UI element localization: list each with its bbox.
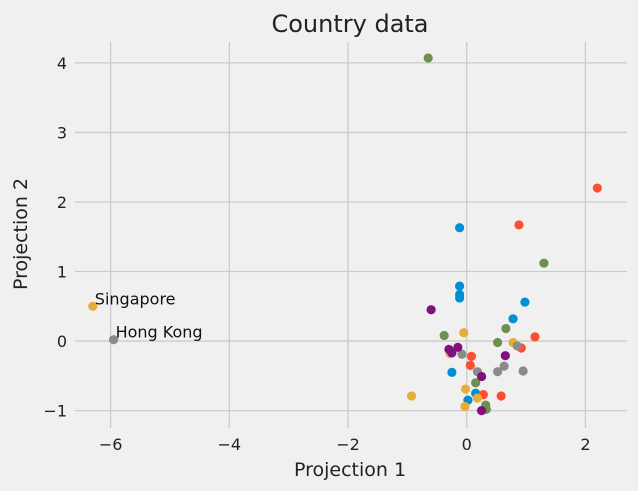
data-point [501, 323, 511, 334]
data-point [460, 384, 471, 394]
data-point [406, 391, 417, 401]
data-point [439, 330, 449, 341]
grid-lines [75, 42, 627, 428]
x-tick-labels: −6 −4 −2 0 2 [99, 435, 591, 454]
data-point [447, 348, 457, 358]
data-point [514, 220, 524, 230]
y-tick-label: 1 [57, 263, 67, 282]
data-point [496, 391, 506, 401]
data-point [459, 328, 469, 338]
data-point [455, 223, 465, 233]
data-point [455, 293, 465, 303]
data-point [539, 258, 549, 268]
data-point [465, 360, 475, 371]
data-point [476, 371, 487, 382]
data-point [512, 341, 522, 351]
data-point [460, 401, 470, 412]
data-point [423, 53, 433, 63]
point-annotations: Singapore Hong Kong [95, 289, 203, 341]
x-tick-label: −4 [218, 435, 242, 454]
chart-title: Country data [271, 10, 428, 38]
y-tick-labels: −1 0 1 2 3 4 [43, 54, 67, 421]
data-point [426, 305, 436, 315]
data-point [520, 297, 530, 307]
x-axis-label: Projection 1 [294, 459, 406, 481]
data-point [500, 351, 510, 361]
data-point [530, 332, 540, 342]
data-point [88, 301, 98, 311]
y-tick-label: 0 [57, 332, 67, 351]
data-point [518, 366, 528, 376]
data-point [455, 281, 465, 291]
x-tick-label: −2 [336, 435, 360, 454]
data-point [493, 367, 503, 377]
y-axis-label: Projection 2 [10, 178, 32, 290]
data-point [453, 342, 463, 352]
y-tick-label: 2 [57, 193, 67, 212]
point-annotation: Singapore [95, 289, 176, 308]
x-tick-label: 2 [580, 435, 590, 454]
data-point [508, 314, 518, 324]
x-tick-label: 0 [462, 435, 472, 454]
data-point [499, 361, 509, 371]
data-point [108, 335, 119, 345]
data-point [493, 337, 503, 348]
y-tick-label: −1 [43, 402, 67, 421]
data-points [88, 53, 602, 416]
data-point [466, 351, 477, 361]
y-tick-label: 4 [57, 54, 67, 73]
data-point [457, 349, 467, 359]
point-annotation: Hong Kong [116, 323, 203, 342]
y-tick-label: 3 [57, 123, 67, 142]
x-tick-label: −6 [99, 435, 123, 454]
data-point [447, 367, 457, 377]
data-point [471, 378, 481, 388]
data-point [592, 183, 602, 193]
data-point [476, 406, 487, 416]
data-point [472, 393, 483, 403]
